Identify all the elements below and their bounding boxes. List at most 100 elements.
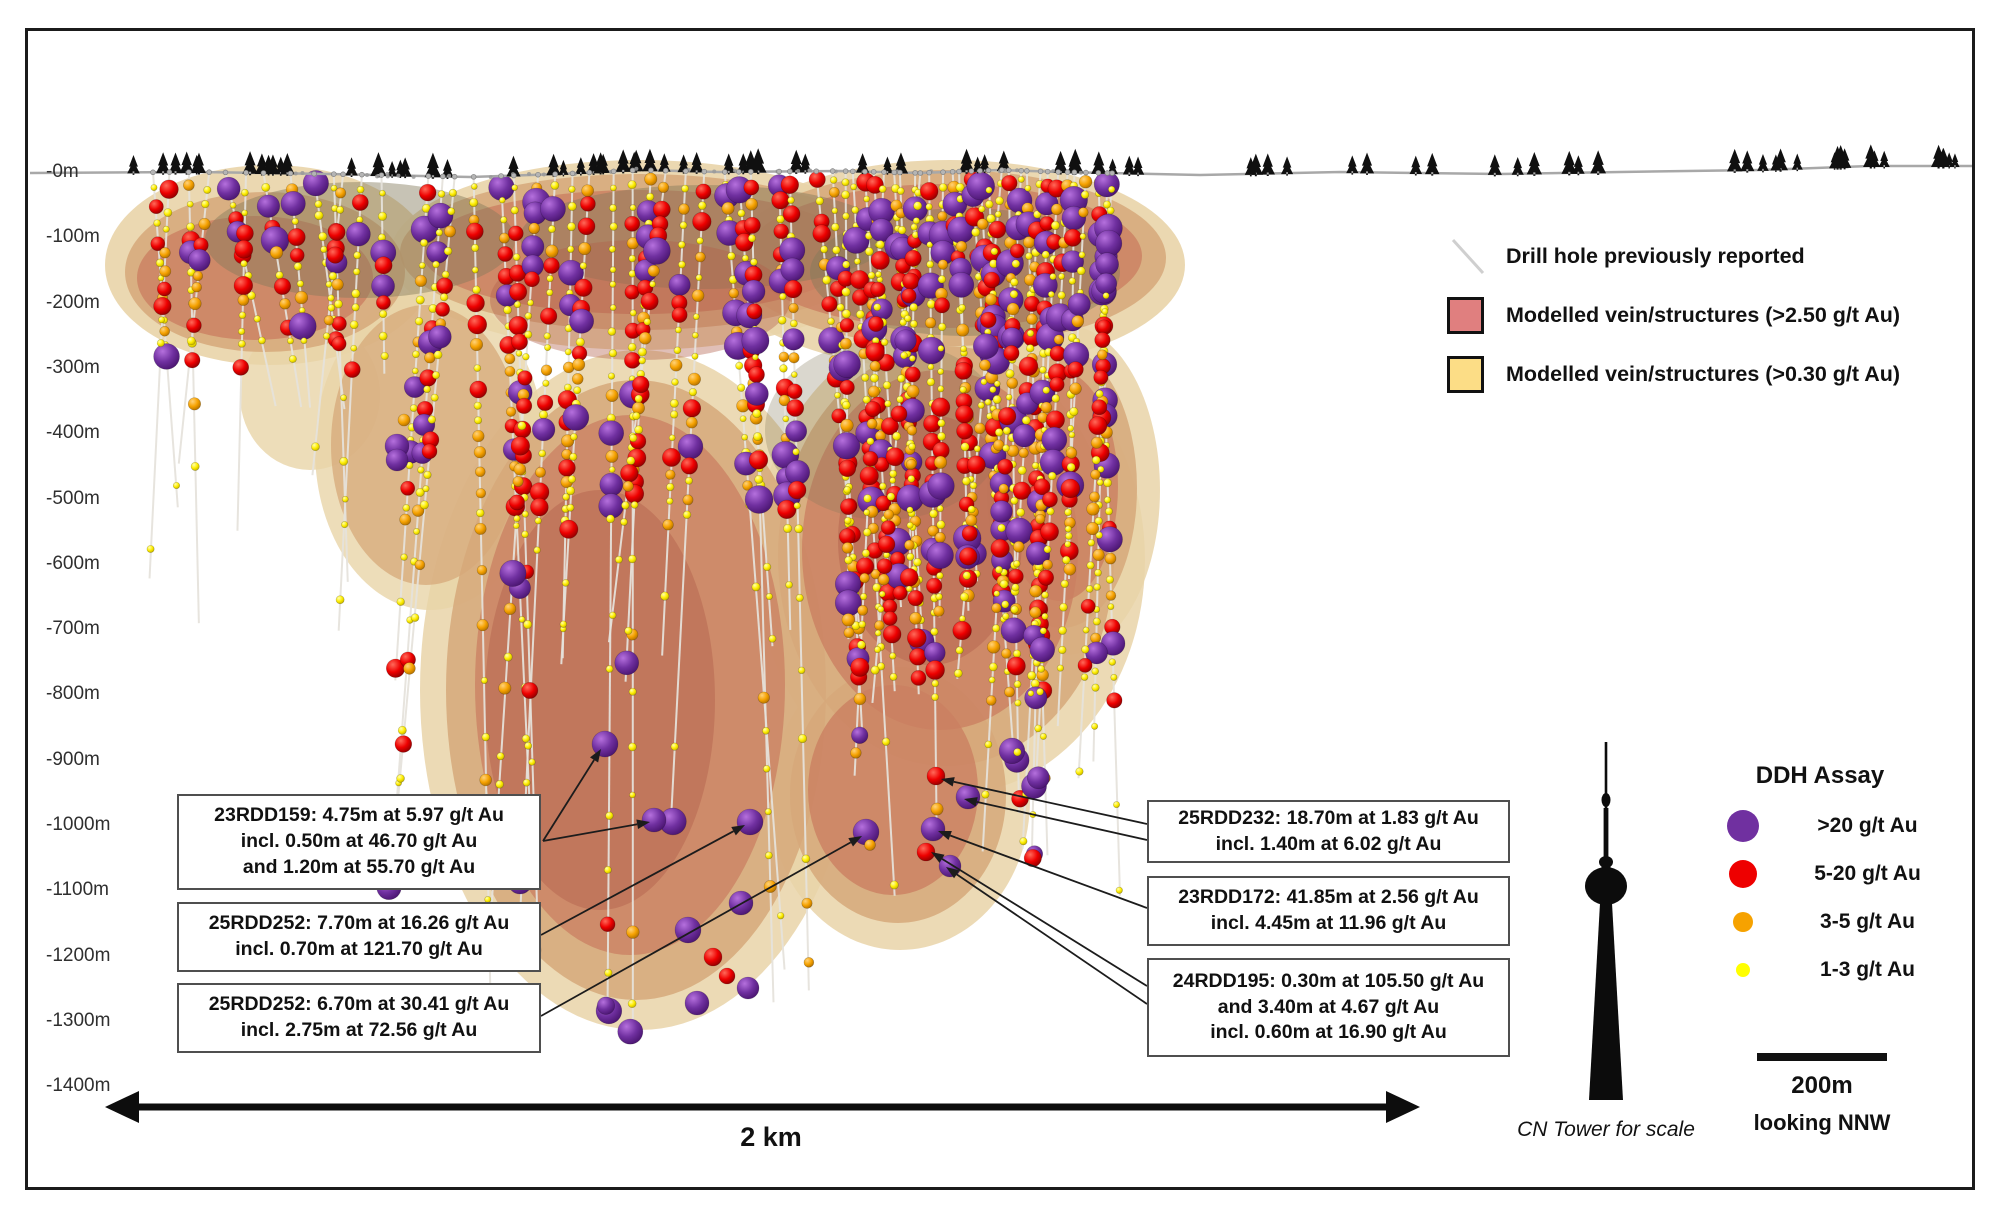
tree-icon <box>1770 154 1782 172</box>
tree-icon <box>1409 155 1423 176</box>
tree-icon <box>179 151 195 175</box>
assay-label: 1-3 g/t Au <box>1820 958 1915 981</box>
tree-icon <box>242 151 258 176</box>
tree-icon <box>1590 150 1607 175</box>
tree-icon <box>1726 148 1743 173</box>
tree-icon <box>736 153 750 175</box>
tree-icon <box>1346 155 1359 175</box>
vein-high-swatch <box>1447 296 1484 334</box>
depth-tick-label: -0m <box>46 161 79 182</box>
assay-label: 3-5 g/t Au <box>1820 910 1915 933</box>
tree-icon <box>386 160 398 178</box>
depth-tick-label: -300m <box>46 356 100 378</box>
tree-icon <box>1526 151 1543 176</box>
assay-dots <box>146 170 1126 1045</box>
depth-tick-label: -1000m <box>46 814 111 835</box>
legend-item-drill-hole: Drill hole previously reported <box>1447 234 1900 278</box>
depth-tick-label: -1300m <box>46 1009 111 1031</box>
depth-tick-label: -700m <box>46 618 100 640</box>
tree-icon <box>996 150 1011 173</box>
assay-item-3-5: 3-5 g/t Au <box>1695 898 1945 946</box>
legend-label: Drill hole previously reported <box>1506 243 1805 268</box>
red-dot-icon <box>1728 860 1757 888</box>
tree-icon <box>398 157 412 179</box>
depth-tick-label: -1400m <box>46 1075 111 1097</box>
tree-icon <box>1131 156 1145 177</box>
callout-25RDD232: 25RDD232: 18.70m at 1.83 g/t Au incl. 1.… <box>1147 800 1510 863</box>
legend-label: Modelled vein/structures (>0.30 g/t Au) <box>1506 361 1901 386</box>
depth-tick-label: -1100m <box>46 879 110 901</box>
ddh-assay-title: DDH Assay <box>1755 762 1885 789</box>
tree-icon <box>424 152 442 179</box>
tree-icon <box>1066 148 1084 175</box>
legend-item-vein-high: Modelled vein/structures (>2.50 g/t Au) <box>1447 293 1900 337</box>
tree-icon <box>280 152 295 176</box>
drill-hole-line-icon <box>1451 238 1485 275</box>
tree-icon <box>1281 156 1294 176</box>
tree-icon <box>855 153 870 175</box>
tree-icon <box>558 159 569 177</box>
tree-icon <box>1487 154 1502 177</box>
callout-24RDD195: 24RDD195: 0.30m at 105.50 g/t Au and 3.4… <box>1147 958 1510 1057</box>
legend-label: Modelled vein/structures (>2.50 g/t Au) <box>1506 302 1901 327</box>
view-direction-label: looking NNW <box>1753 1110 1891 1135</box>
tree-icon <box>168 152 183 175</box>
tree-icon <box>127 155 140 175</box>
tree-icon <box>1359 152 1375 175</box>
tree-icon <box>1052 150 1069 175</box>
purple-dot-icon <box>1726 810 1759 842</box>
callout-25RDD252-b: 25RDD252: 6.70m at 30.41 g/t Au incl. 2.… <box>177 983 541 1053</box>
tree-icon <box>658 153 671 174</box>
tree-icon <box>1936 148 1950 169</box>
tree-icon <box>893 152 909 176</box>
surface-line-and-trees <box>29 144 1972 180</box>
tree-icon <box>1791 153 1803 172</box>
ddh-assay-legend: DDH Assay >20 g/t Au 5-20 g/t Au 3-5 g/t… <box>1695 762 1945 994</box>
tree-icon <box>1757 153 1769 173</box>
tree-icon <box>546 153 561 177</box>
tree-icon <box>1837 148 1852 170</box>
tree-icon <box>615 149 631 174</box>
depth-tick-label: -900m <box>46 748 100 770</box>
callout-23RDD159: 23RDD159: 4.75m at 5.97 g/t Au incl. 0.5… <box>177 794 541 890</box>
tree-icon <box>1572 155 1585 176</box>
legend: Drill hole previously reported Modelled … <box>1447 234 1900 411</box>
tree-icon <box>1950 153 1960 169</box>
assay-item-1-3: 1-3 g/t Au <box>1695 946 1945 994</box>
tree-icon <box>596 153 610 175</box>
depth-tick-label: -600m <box>46 552 100 574</box>
horizontal-scale-label: 2 km <box>740 1122 802 1152</box>
depth-tick-label: -400m <box>46 422 100 444</box>
tree-icon <box>345 157 358 177</box>
tree-icon <box>506 155 521 179</box>
tree-icon <box>1260 153 1276 177</box>
tree-icon <box>261 154 276 176</box>
tree-icon <box>1878 150 1890 169</box>
cn-tower-caption: CN Tower for scale <box>1517 1118 1695 1141</box>
tree-icon <box>575 157 587 176</box>
cn-tower-icon <box>1585 742 1627 1100</box>
tree-icon <box>958 148 975 174</box>
tree-icon <box>1868 150 1881 169</box>
depth-tick-label: -800m <box>46 683 100 705</box>
callout-25RDD252-a: 25RDD252: 7.70m at 16.26 g/t Au incl. 0.… <box>177 902 541 972</box>
callout-arrows <box>540 749 1148 1017</box>
callout-23RDD172: 23RDD172: 41.85m at 2.56 g/t Au incl. 4.… <box>1147 876 1510 946</box>
scale-bar <box>1757 1053 1887 1061</box>
tree-icon <box>441 158 454 180</box>
tree-icon <box>190 154 203 175</box>
vein-low-swatch <box>1447 355 1484 393</box>
depth-tick-label: -1200m <box>46 944 111 966</box>
tree-icon <box>1511 156 1524 177</box>
legend-item-vein-low: Modelled vein/structures (>0.30 g/t Au) <box>1447 352 1900 396</box>
tree-icon <box>798 153 812 174</box>
tree-icon <box>1829 152 1841 170</box>
tree-icon <box>722 153 736 175</box>
assay-label: 5-20 g/t Au <box>1814 862 1921 885</box>
tree-icon <box>1740 150 1755 173</box>
scale-bar-label: 200m <box>1791 1072 1853 1099</box>
yellow-dot-icon <box>1735 963 1750 977</box>
tree-icon <box>1244 157 1257 177</box>
